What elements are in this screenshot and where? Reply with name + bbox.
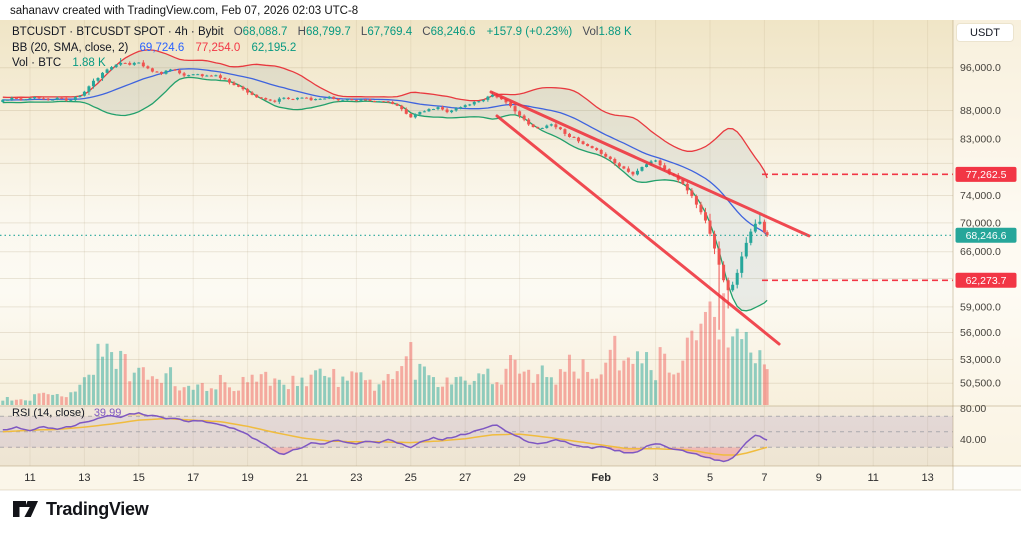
time-tick-label: 23 [350,472,362,484]
open-label: O [233,26,243,38]
level-price-badge: 77,262.5 [955,166,1017,182]
bb-lower-value: 62,195.2 [251,41,297,54]
pane-separators [0,20,1021,491]
price-tick-label: 96,000.0 [960,62,1001,74]
price-tick-label: 70,000.0 [960,217,1001,229]
time-tick-label: 29 [513,472,525,484]
legend-bb-row[interactable]: BB (20, SMA, close, 2) 69,724.6 77,254.0… [12,41,632,57]
time-tick-label: 21 [296,472,308,484]
time-tick-label: 11 [867,472,878,484]
rsi-tick-label: 80.00 [960,403,986,415]
price-axis-labels: 96,000.0 88,000.0 83,000.0 74,000.0 70,000.0… [955,62,1017,446]
price-tick-label: 59,000.0 [960,301,1001,313]
time-tick-label: 13 [921,472,933,484]
bb-upper-value: 77,254.0 [195,41,241,54]
vol-indicator-title[interactable]: Vol · BTC [12,57,62,69]
time-tick-label: 9 [816,472,822,484]
time-tick-label: 5 [707,472,713,484]
close-value: 68,246.6 [430,26,476,38]
price-tick-label: 66,000.0 [960,246,1001,258]
price-tick-label: 88,000.0 [960,105,1001,117]
open-value: 68,088.7 [242,26,288,38]
time-tick-label: 11 [24,472,35,484]
high-label: H [297,26,306,38]
tradingview-wordmark: TradingView [46,498,149,519]
attribution-text: sahanavv created with TradingView.com, F… [10,5,359,17]
trendlines-layer [489,90,811,346]
time-tick-label: 27 [459,472,471,484]
legend-volume-row[interactable]: Vol · BTC 1.88 K [12,56,632,72]
volume-value: 1.88 K [598,26,632,38]
vol-indicator-value: 1.88 K [72,57,106,69]
price-tick-label: 83,000.0 [960,134,1001,146]
bollinger-bands [2,49,768,312]
tradingview-logo[interactable]: TradingView [12,498,149,520]
time-tick-label: 25 [405,472,417,484]
time-axis-labels: 11 13 15 17 19 21 23 25 27 29 Feb 3 5 7 9 11 13 [24,472,933,484]
rsi-indicator-title[interactable]: RSI (14, close) [12,407,85,419]
rsi-value: 39.99 [93,407,122,419]
close-label: C [422,26,431,38]
high-value: 68,799.7 [305,26,351,38]
candles-layer [1,58,769,330]
price-tick-label: 53,000.0 [960,354,1001,366]
rsi-tick-label: 40.00 [960,434,986,446]
time-tick-label: 3 [653,472,659,484]
bb-indicator-title[interactable]: BB (20, SMA, close, 2) [12,41,129,54]
gridlines [0,20,953,466]
low-value: 67,769.4 [367,26,413,38]
chart-background [0,20,1021,490]
level-price-badge-text: 62,273.7 [966,275,1007,287]
time-tick-label: 19 [241,472,253,484]
rsi-legend[interactable]: RSI (14, close) 39.99 [12,407,121,419]
level-price-badge: 62,273.7 [955,272,1017,288]
bb-basis-value: 69,724.6 [139,41,185,54]
price-tick-label: 56,000.0 [960,327,1001,339]
change-value: +157.9 (+0.23%) [486,26,573,38]
time-tick-label: 7 [761,472,767,484]
volume-bars [1,293,769,405]
price-tick-label: 50,500.0 [960,378,1001,390]
tradingview-logo-icon [13,501,38,517]
chart-legend: BTCUSDT · BTCUSDT SPOT · 4h · Bybit O68,… [12,25,632,72]
symbol-title[interactable]: BTCUSDT · BTCUSDT SPOT · 4h · Bybit [12,26,224,38]
time-tick-label: 13 [78,472,90,484]
low-label: L [360,26,368,38]
time-tick-label: 17 [187,472,199,484]
level-lines [762,173,953,282]
price-tick-label: 74,000.0 [960,190,1001,202]
current-price-badge-text: 68,246.6 [966,230,1007,242]
rsi-pane [0,406,953,466]
current-price-badge: 68,246.6 [955,227,1017,243]
level-price-badge-text: 77,262.5 [966,169,1007,181]
legend-symbol-row[interactable]: BTCUSDT · BTCUSDT SPOT · 4h · Bybit O68,… [12,25,632,41]
time-tick-label: 15 [133,472,145,484]
currency-toggle-button[interactable]: USDT [957,24,1013,41]
time-tick-label: Feb [591,472,611,484]
volume-label: Vol [582,26,599,38]
